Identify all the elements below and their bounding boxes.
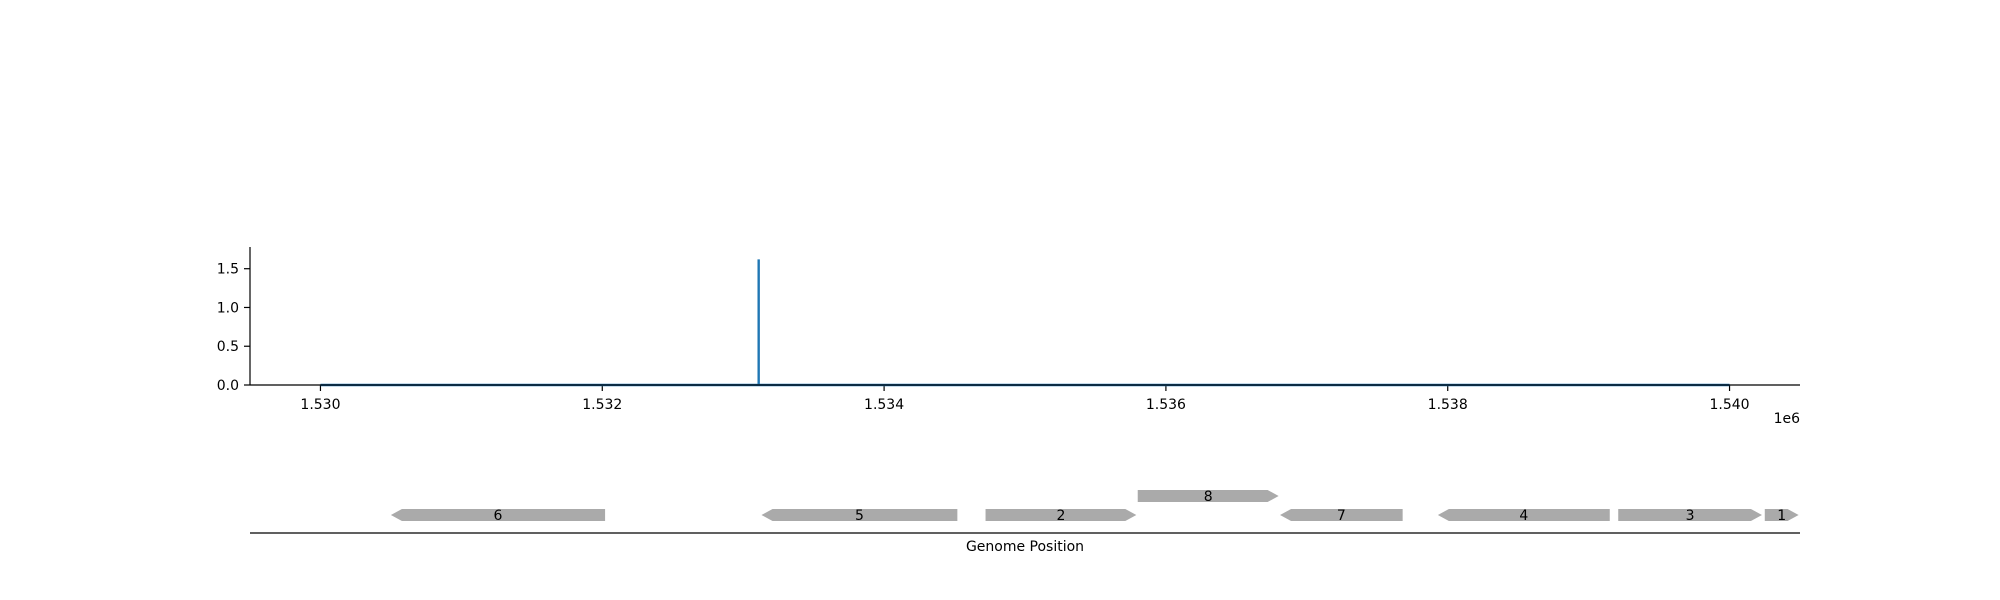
gene-feature-label: 3 <box>1686 508 1695 524</box>
gene-feature-label: 4 <box>1519 508 1528 524</box>
gene-feature-label: 6 <box>494 508 503 524</box>
gene-feature-label: 7 <box>1337 508 1346 524</box>
x-tick-label: 1.532 <box>582 397 622 413</box>
gene-feature-arrow <box>761 509 958 521</box>
x-tick-label: 1.538 <box>1428 397 1468 413</box>
gene-feature-arrow <box>1764 509 1799 521</box>
y-tick-label: 1.5 <box>217 262 239 278</box>
coverage-series-line <box>320 259 1730 387</box>
x-tick-label: 1.530 <box>300 397 340 413</box>
gene-feature-arrow <box>1437 509 1610 521</box>
gene-feature-label: 1 <box>1777 508 1786 524</box>
x-tick-label: 1.540 <box>1709 397 1749 413</box>
y-tick-label: 0.0 <box>217 378 239 394</box>
gene-track: 6 5 2 8 7 4 3 1 Genome Position <box>250 489 1800 555</box>
gene-feature-label: 5 <box>855 508 864 524</box>
gene-feature-arrow <box>390 509 606 521</box>
x-axis-ticks: 1.530 1.532 1.534 1.536 1.538 1.540 <box>300 385 1750 413</box>
coverage-plot: 0.00.51.01.5 1.530 1.532 1.534 1.536 1.538 1.… <box>217 247 1800 427</box>
gene-feature-arrow <box>1280 509 1403 521</box>
y-tick-label: 0.5 <box>217 339 239 355</box>
gene-feature-arrow <box>985 509 1137 521</box>
gene-feature-label: 8 <box>1204 489 1213 505</box>
x-tick-label: 1.534 <box>864 397 904 413</box>
gene-features: 6 5 2 8 7 4 3 1 <box>390 489 1799 524</box>
x-tick-label: 1.536 <box>1146 397 1186 413</box>
gene-feature-label: 2 <box>1056 508 1065 524</box>
y-axis-ticks: 0.0 0.5 1.0 1.5 <box>217 262 250 394</box>
y-tick-label: 1.0 <box>217 300 239 316</box>
gene-track-xlabel: Genome Position <box>966 539 1084 555</box>
gene-feature-arrow <box>1618 509 1762 521</box>
gene-feature-arrow <box>1137 490 1279 502</box>
series-layer <box>320 259 1730 387</box>
x-axis-offset-label: 1e6 <box>1774 411 1801 427</box>
